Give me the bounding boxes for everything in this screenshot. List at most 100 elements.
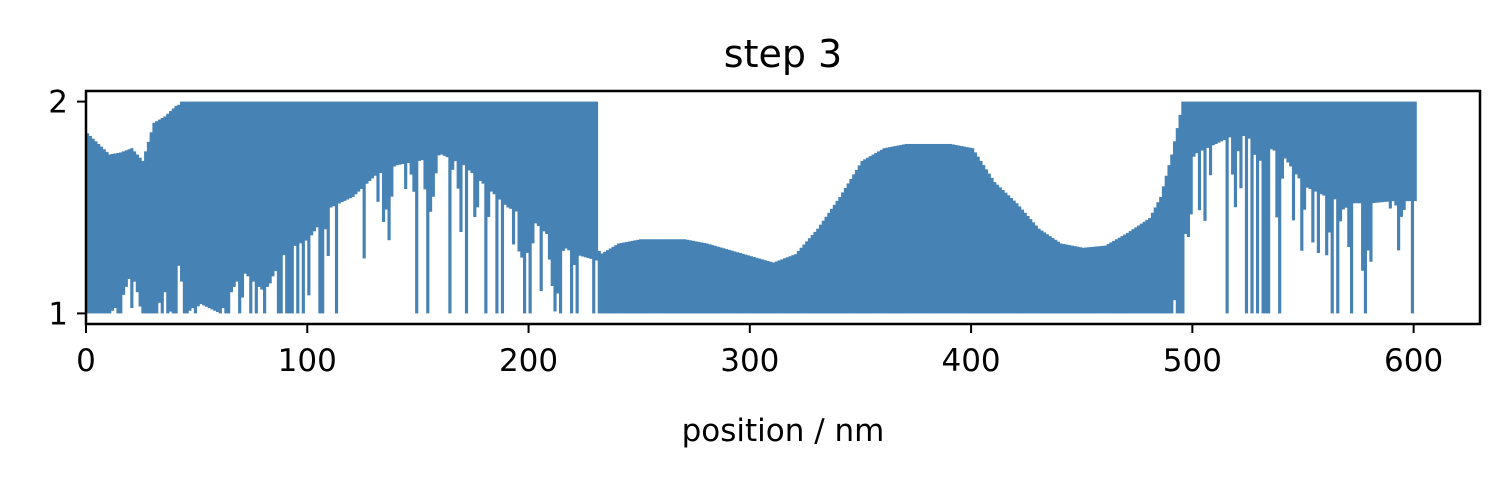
bar <box>144 151 148 314</box>
bar <box>321 101 325 314</box>
bar <box>824 216 828 314</box>
bar <box>464 101 469 314</box>
bar <box>108 154 112 314</box>
bar <box>428 101 433 212</box>
bar <box>1045 234 1049 314</box>
bar <box>998 187 1002 314</box>
bar <box>893 146 897 314</box>
bar <box>149 132 153 314</box>
bar <box>1369 101 1373 262</box>
bar <box>368 101 372 182</box>
bar <box>926 143 930 314</box>
x-tick-label: 600 <box>1384 343 1443 379</box>
bar <box>509 101 513 209</box>
bar <box>157 119 162 303</box>
bar <box>257 101 261 287</box>
bar <box>453 101 458 162</box>
bar <box>1117 237 1121 314</box>
bar <box>1142 221 1146 314</box>
bar <box>913 143 917 314</box>
bar <box>1286 101 1290 163</box>
bar <box>948 143 953 314</box>
bar <box>915 143 919 314</box>
bar <box>105 151 109 314</box>
bar <box>968 147 972 314</box>
bar <box>274 101 278 272</box>
x-tick-label: 0 <box>76 343 96 379</box>
bar <box>1344 101 1348 208</box>
bar <box>506 101 510 208</box>
bar <box>1186 101 1190 237</box>
bar <box>1408 101 1412 202</box>
x-tick-label: 100 <box>278 343 337 379</box>
bar <box>1051 237 1055 314</box>
bar <box>1311 101 1315 243</box>
bar <box>1380 101 1384 203</box>
bar <box>1314 101 1318 192</box>
bar <box>874 152 878 314</box>
bar <box>359 101 363 189</box>
bar <box>655 239 659 314</box>
bar <box>653 239 657 314</box>
bar <box>193 101 198 314</box>
bar <box>675 239 679 314</box>
bar <box>99 146 103 314</box>
bar <box>1120 236 1124 314</box>
bar <box>1059 243 1063 314</box>
bar <box>854 169 859 314</box>
bar <box>1261 101 1265 314</box>
bar <box>611 246 615 314</box>
bar <box>94 141 98 314</box>
bar <box>1125 232 1130 314</box>
bar <box>647 239 651 314</box>
bar <box>572 101 576 265</box>
bar <box>404 101 408 190</box>
bar <box>1250 101 1254 314</box>
bar <box>1269 101 1273 150</box>
bar <box>1283 101 1287 159</box>
bar <box>641 239 646 314</box>
bar <box>1131 229 1135 314</box>
bar <box>932 143 936 314</box>
bar <box>1029 219 1033 314</box>
bar <box>918 143 922 314</box>
bar <box>592 101 596 314</box>
bar <box>271 101 275 277</box>
bar <box>716 246 720 314</box>
bar <box>993 182 997 314</box>
bar <box>636 239 640 314</box>
bar <box>514 101 518 212</box>
bar <box>127 149 131 279</box>
bar <box>973 152 978 314</box>
bar <box>713 245 718 314</box>
bar <box>1358 101 1362 204</box>
bar <box>708 244 712 314</box>
bar <box>594 101 599 261</box>
bar <box>1195 101 1199 154</box>
bar <box>287 101 292 314</box>
bar <box>796 250 800 314</box>
bar <box>628 241 632 314</box>
bar <box>843 187 848 314</box>
bar <box>877 151 881 314</box>
bar <box>348 101 352 199</box>
bar <box>1206 101 1210 148</box>
bar <box>766 260 770 314</box>
bar <box>542 101 546 232</box>
bar <box>738 253 742 314</box>
bar <box>879 149 883 314</box>
bar <box>1101 245 1105 314</box>
bar <box>481 101 485 184</box>
bar <box>830 208 834 314</box>
bar <box>871 154 875 314</box>
bar <box>1203 101 1207 221</box>
bar <box>741 253 745 314</box>
bar <box>547 101 552 260</box>
bar <box>265 101 269 287</box>
bar <box>1272 101 1276 151</box>
bar <box>1128 231 1132 314</box>
bar <box>393 101 397 167</box>
bar <box>91 138 95 314</box>
bar <box>564 101 568 249</box>
bar <box>702 242 706 314</box>
